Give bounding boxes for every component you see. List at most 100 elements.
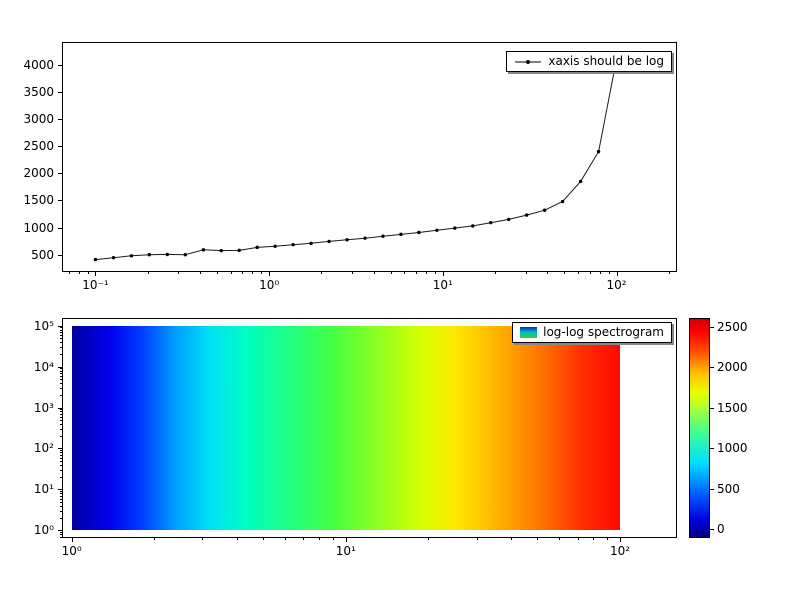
tick-mark [710, 327, 714, 329]
tick-label: 2500 [717, 320, 748, 335]
tick-mark [60, 464, 62, 466]
tick-mark [242, 272, 244, 274]
tick-mark [60, 469, 62, 471]
tick-mark [608, 272, 610, 274]
tick-mark [60, 378, 62, 380]
tick-label: 10² [606, 278, 627, 292]
tick-mark [230, 272, 232, 274]
tick-mark [577, 272, 579, 274]
tick-mark [60, 416, 62, 418]
tick-label: 10⁵ [33, 318, 54, 333]
tick-mark [200, 272, 202, 274]
tick-label: 10¹ [432, 278, 453, 292]
tick-mark [60, 454, 62, 456]
tick-mark [252, 272, 254, 274]
tick-label: 10³ [33, 400, 54, 415]
tick-mark [60, 368, 62, 370]
tick-mark [58, 227, 62, 229]
tick-mark [58, 91, 62, 93]
tick-mark [285, 538, 286, 540]
tick-label: 10² [609, 544, 631, 558]
tick-label: 0 [717, 521, 725, 536]
tick-mark [58, 530, 62, 532]
tick-mark [95, 272, 97, 276]
tick-label: 10⁰ [33, 523, 54, 538]
tick-mark [60, 477, 62, 479]
tick-label: 500 [717, 481, 740, 496]
tick-label: 3500 [23, 84, 54, 99]
tick-mark [428, 538, 430, 540]
tick-mark [60, 423, 62, 425]
tick-mark [60, 387, 62, 389]
tick-mark [390, 272, 392, 274]
tick-label: 1500 [23, 193, 54, 208]
tick-mark [60, 370, 62, 372]
spectrogram-image [71, 325, 621, 531]
tick-mark [616, 272, 618, 276]
tick-mark [58, 489, 62, 491]
tick-mark [537, 538, 539, 540]
tick-mark [68, 272, 70, 274]
tick-mark [710, 367, 714, 369]
tick-mark [60, 491, 62, 493]
spectrogram-legend-label: log-log spectrogram [543, 325, 664, 339]
tick-mark [426, 272, 428, 274]
tick-mark [434, 272, 436, 274]
tick-mark [60, 354, 62, 356]
tick-label: 1500 [717, 400, 748, 415]
tick-label: 1000 [23, 220, 54, 235]
tick-mark [333, 538, 335, 540]
tick-mark [60, 536, 62, 538]
tick-mark [60, 498, 62, 500]
tick-label: 3000 [23, 112, 54, 126]
tick-label: 2000 [23, 166, 54, 181]
tick-mark [60, 382, 62, 384]
tick-mark [60, 395, 62, 397]
tick-mark [352, 272, 354, 274]
tick-mark [607, 538, 609, 540]
tick-mark [559, 538, 561, 540]
tick-mark [58, 64, 62, 66]
line-series-plot [93, 57, 619, 262]
tick-mark [154, 538, 156, 540]
tick-mark [60, 518, 62, 520]
tick-mark [60, 460, 62, 462]
tick-mark [710, 448, 714, 450]
tick-mark [60, 532, 62, 534]
tick-mark [58, 200, 62, 202]
tick-mark [577, 538, 579, 540]
tick-mark [60, 510, 62, 512]
tick-mark [710, 407, 714, 409]
tick-label: 500 [31, 247, 54, 262]
tick-mark [476, 538, 478, 540]
tick-mark [60, 375, 62, 377]
tick-mark [58, 173, 62, 175]
tick-mark [58, 146, 62, 148]
tick-label: 10⁴ [33, 359, 54, 374]
tick-mark [58, 448, 62, 450]
tick-mark [404, 272, 406, 274]
tick-mark [495, 272, 497, 274]
tick-mark [58, 254, 62, 256]
colorbar [689, 318, 710, 538]
tick-mark [269, 272, 271, 276]
tick-mark [60, 495, 62, 497]
tick-mark [147, 272, 149, 274]
tick-mark [668, 272, 670, 274]
tick-label: 1000 [717, 441, 748, 456]
tick-mark [58, 407, 62, 409]
tick-mark [60, 337, 62, 339]
tick-mark [60, 493, 62, 495]
tick-mark [60, 409, 62, 411]
tick-mark [620, 538, 622, 542]
tick-label: 2500 [23, 139, 54, 154]
tick-mark [60, 428, 62, 430]
tick-mark [60, 327, 62, 329]
tick-mark [593, 538, 595, 540]
tick-mark [60, 534, 62, 536]
tick-mark [599, 272, 601, 274]
tick-mark [60, 450, 62, 452]
line-plot-legend: xaxis should be log [506, 51, 672, 73]
line-plot-axes: xaxis should be log [62, 42, 677, 272]
tick-mark [319, 538, 321, 540]
